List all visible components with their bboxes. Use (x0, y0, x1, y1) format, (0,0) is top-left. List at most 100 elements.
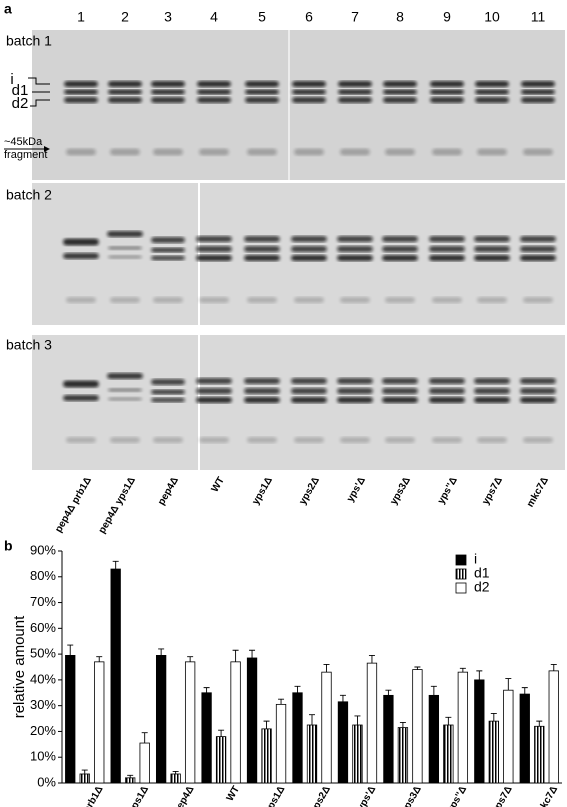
band-label: d1 (12, 82, 29, 99)
bar (352, 724, 363, 784)
band (151, 379, 185, 385)
fragment-label: fragment (4, 149, 47, 161)
bar (383, 694, 394, 784)
band (430, 97, 464, 103)
band (110, 297, 140, 303)
error-bar (368, 654, 375, 664)
band (337, 388, 373, 394)
band (475, 89, 509, 95)
band (337, 236, 373, 242)
band (151, 237, 185, 243)
y-tick-label: 80% (30, 568, 56, 583)
strain-label: pep4Δ (156, 475, 181, 507)
band (291, 255, 327, 261)
band (151, 81, 185, 87)
strain-label: yps'Δ (345, 475, 368, 504)
band (523, 437, 553, 443)
band (340, 437, 370, 443)
band (110, 437, 140, 443)
band (153, 437, 183, 443)
y-tick-label: 60% (30, 620, 56, 635)
error-bar (399, 721, 406, 728)
band (338, 97, 372, 103)
band (151, 97, 185, 103)
band (107, 373, 143, 379)
error-bar (96, 656, 103, 662)
strain-label: mkc7Δ (525, 475, 551, 509)
band (64, 97, 98, 103)
legend-swatch (455, 582, 467, 594)
lane-number: 9 (443, 9, 451, 25)
x-tick-label: yps2Δ (308, 784, 333, 807)
band (151, 397, 185, 403)
band (108, 255, 142, 259)
band (429, 236, 465, 242)
band (294, 297, 324, 303)
bar (548, 670, 559, 784)
lane-number: 6 (305, 9, 313, 25)
band (244, 236, 280, 242)
error-bar (490, 712, 497, 722)
x-tick-label: yps'Δ (355, 784, 378, 807)
lane-number: 5 (258, 9, 266, 25)
error-bar (459, 667, 466, 673)
band (245, 97, 279, 103)
band (338, 89, 372, 95)
band-arrow (28, 77, 50, 85)
x-tick-label: yps1Δ (263, 784, 288, 807)
band (196, 236, 232, 242)
bar (443, 724, 454, 784)
bar (184, 661, 196, 784)
bar (65, 655, 76, 784)
bar (534, 725, 545, 784)
blot-shade (32, 30, 565, 180)
band (474, 255, 510, 261)
band (197, 97, 231, 103)
error-bar (218, 729, 225, 737)
error-bar (385, 689, 392, 696)
legend-label: d2 (474, 579, 490, 595)
bar (412, 669, 423, 784)
band (474, 236, 510, 242)
y-tick-label: 0% (37, 774, 56, 789)
error-bar (249, 649, 256, 658)
band (337, 255, 373, 261)
band (244, 397, 280, 403)
bar (215, 736, 227, 784)
legend-label: d1 (474, 565, 490, 581)
band (432, 297, 462, 303)
blot (32, 183, 198, 325)
band (292, 89, 326, 95)
band (199, 297, 229, 303)
strain-label: yps1Δ (250, 475, 275, 506)
band (110, 148, 140, 156)
bar (261, 728, 272, 784)
band (430, 81, 464, 87)
y-tick-label: 20% (30, 723, 56, 738)
band (475, 97, 509, 103)
band (292, 81, 326, 87)
band (294, 437, 324, 443)
strain-label: pep4Δ yps1Δ (97, 475, 138, 535)
band-arrow (30, 99, 50, 107)
error-bar (263, 720, 270, 729)
band (520, 236, 556, 242)
band (108, 81, 142, 87)
error-bar (172, 770, 179, 774)
error-bar (278, 698, 285, 705)
error-bar (354, 715, 361, 725)
band (432, 148, 462, 156)
band (196, 388, 232, 394)
band (64, 81, 98, 87)
arrow-head (44, 146, 50, 152)
band (429, 388, 465, 394)
band (520, 378, 556, 384)
error-bar (476, 670, 483, 680)
error-bar (550, 663, 557, 671)
band (291, 246, 327, 252)
band (382, 397, 418, 403)
band (294, 148, 324, 156)
bar (110, 568, 121, 784)
x-tick-label: pep4Δ prb1Δ (65, 784, 106, 807)
